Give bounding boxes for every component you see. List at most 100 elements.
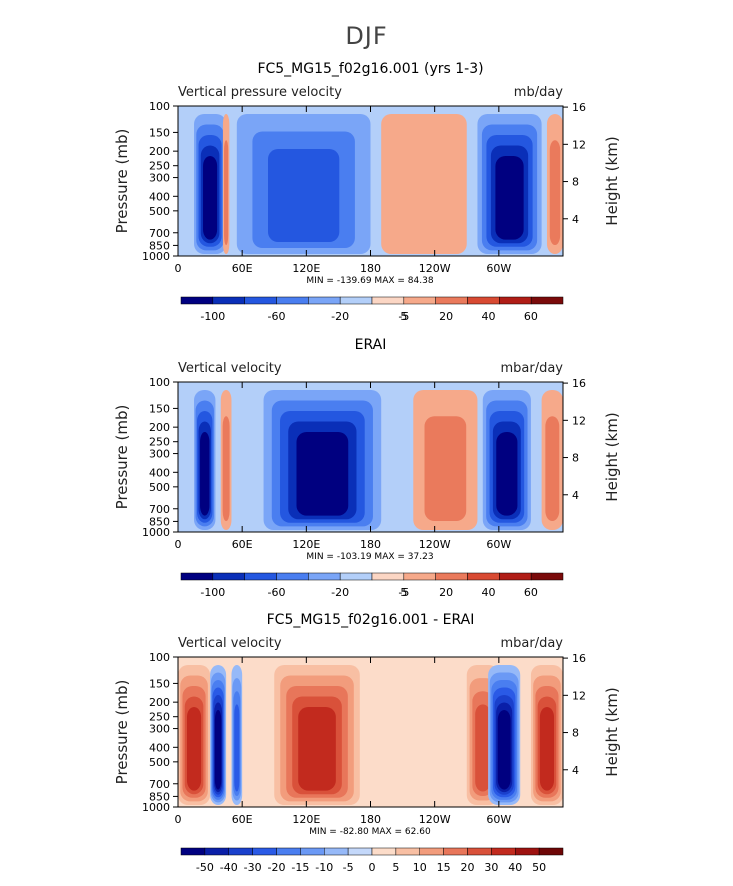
- x-tick-label: 60E: [232, 538, 253, 551]
- x-tick-label: 60W: [486, 538, 511, 551]
- x-tick-label: 180: [360, 538, 381, 551]
- contour-fill-1-1: [224, 140, 229, 245]
- x-tick-label: 120E: [292, 813, 320, 826]
- y-tick-label: 850: [149, 790, 170, 803]
- colorbar-segment: [499, 572, 532, 581]
- y2-tick-label: 16: [572, 377, 586, 390]
- colorbar-segment: [403, 296, 436, 305]
- x-tick-label: 120E: [292, 262, 320, 275]
- colorbar-label: -20: [268, 861, 286, 874]
- colorbar-segment: [435, 572, 468, 581]
- y-tick-label: 500: [149, 756, 170, 769]
- y-axis-title: Pressure (mb): [113, 680, 131, 785]
- y-tick-label: 700: [149, 778, 170, 791]
- colorbar-label: -60: [268, 586, 286, 599]
- colorbar-segment: [347, 847, 373, 856]
- stats-text: MIN = -82.80 MAX = 62.60: [309, 827, 431, 837]
- contour-fill-0-4: [186, 707, 202, 791]
- colorbar-label: 60: [524, 586, 538, 599]
- y2-axis-title: Height (km): [603, 412, 621, 501]
- y2-tick-label: 4: [572, 213, 579, 226]
- y2-axis-title: Height (km): [603, 687, 621, 776]
- y2-tick-label: 8: [572, 176, 579, 189]
- y-tick-label: 150: [149, 126, 170, 139]
- contour-fill-3-1: [424, 416, 467, 521]
- contour-fill-2-3: [234, 704, 240, 792]
- colorbar-label: -100: [200, 310, 225, 323]
- colorbar-label: 40: [508, 861, 522, 874]
- y2-tick-label: 12: [572, 414, 586, 427]
- colorbar-segment: [371, 572, 405, 581]
- y-tick-label: 200: [149, 421, 170, 434]
- colorbar-label: -20: [331, 586, 349, 599]
- colorbar-segment: [244, 296, 277, 305]
- y2-tick-label: 4: [572, 764, 579, 777]
- colorbar-label: -100: [200, 586, 225, 599]
- colorbar-segment: [515, 847, 540, 856]
- y-tick-label: 300: [149, 448, 170, 461]
- panel-title: FC5_MG15_f02g16.001 (yrs 1-3): [257, 61, 483, 77]
- y-tick-label: 300: [149, 172, 170, 185]
- colorbar-segment: [530, 296, 564, 305]
- colorbar-segment: [467, 847, 492, 856]
- colorbar-label: 60: [524, 310, 538, 323]
- stats-text: MIN = -139.69 MAX = 84.38: [306, 276, 433, 286]
- x-tick-label: 60E: [232, 813, 253, 826]
- colorbar-segment: [371, 296, 405, 305]
- y2-tick-label: 16: [572, 101, 586, 114]
- y-tick-label: 850: [149, 239, 170, 252]
- y-tick-label: 150: [149, 677, 170, 690]
- panel-title: FC5_MG15_f02g16.001 - ERAI: [267, 612, 475, 628]
- y2-tick-label: 16: [572, 652, 586, 665]
- colorbar-segment: [180, 847, 206, 856]
- contour-fill-5-1: [549, 140, 561, 245]
- panel-left-label: Vertical velocity: [178, 361, 282, 376]
- colorbar-label: -20: [331, 310, 349, 323]
- colorbar-segment: [180, 296, 214, 305]
- y-tick-label: 1000: [142, 250, 170, 263]
- colorbar-segment: [276, 847, 301, 856]
- colorbar-segment: [180, 572, 214, 581]
- colorbar-segment: [395, 847, 420, 856]
- colorbar-segment: [212, 572, 245, 581]
- y2-tick-label: 8: [572, 727, 579, 740]
- colorbar-label: 15: [437, 861, 451, 874]
- colorbar-segment: [276, 296, 309, 305]
- contour-fill-4-3: [475, 704, 491, 792]
- colorbar-label: -5: [398, 310, 409, 323]
- y-tick-label: 200: [149, 145, 170, 158]
- colorbar-segment: [435, 296, 468, 305]
- colorbar-segment: [499, 296, 532, 305]
- x-tick-label: 0: [175, 262, 182, 275]
- y-tick-label: 200: [149, 696, 170, 709]
- colorbar-segment: [339, 296, 373, 305]
- colorbar-segment: [403, 572, 436, 581]
- y2-tick-label: 8: [572, 452, 579, 465]
- x-tick-label: 0: [175, 538, 182, 551]
- colorbar-label: 30: [484, 861, 498, 874]
- y-tick-label: 100: [149, 100, 170, 113]
- contour-fill-1-6: [214, 710, 222, 790]
- contour-fill-6-4: [539, 707, 555, 791]
- colorbar-label: 20: [461, 861, 475, 874]
- x-tick-label: 60W: [486, 262, 511, 275]
- colorbar-label: 20: [439, 586, 453, 599]
- y-tick-label: 400: [149, 466, 170, 479]
- contour-fill-4-4: [496, 432, 518, 516]
- colorbar-segment: [467, 572, 500, 581]
- panel-left-label: Vertical pressure velocity: [178, 85, 342, 100]
- colorbar-segment: [228, 847, 253, 856]
- colorbar-label: -30: [244, 861, 262, 874]
- colorbar-label: 5: [400, 586, 407, 599]
- y-tick-label: 1000: [142, 801, 170, 814]
- y2-axis-title: Height (km): [603, 136, 621, 225]
- contour-fill-3-0: [381, 114, 467, 254]
- x-tick-label: 0: [175, 813, 182, 826]
- y-tick-label: 500: [149, 205, 170, 218]
- contour-fill-4-4: [495, 156, 524, 240]
- colorbar-label: -40: [220, 861, 238, 874]
- colorbar-segment: [244, 572, 277, 581]
- colorbar-label: 5: [392, 861, 399, 874]
- contour-fill-2-2: [268, 149, 340, 242]
